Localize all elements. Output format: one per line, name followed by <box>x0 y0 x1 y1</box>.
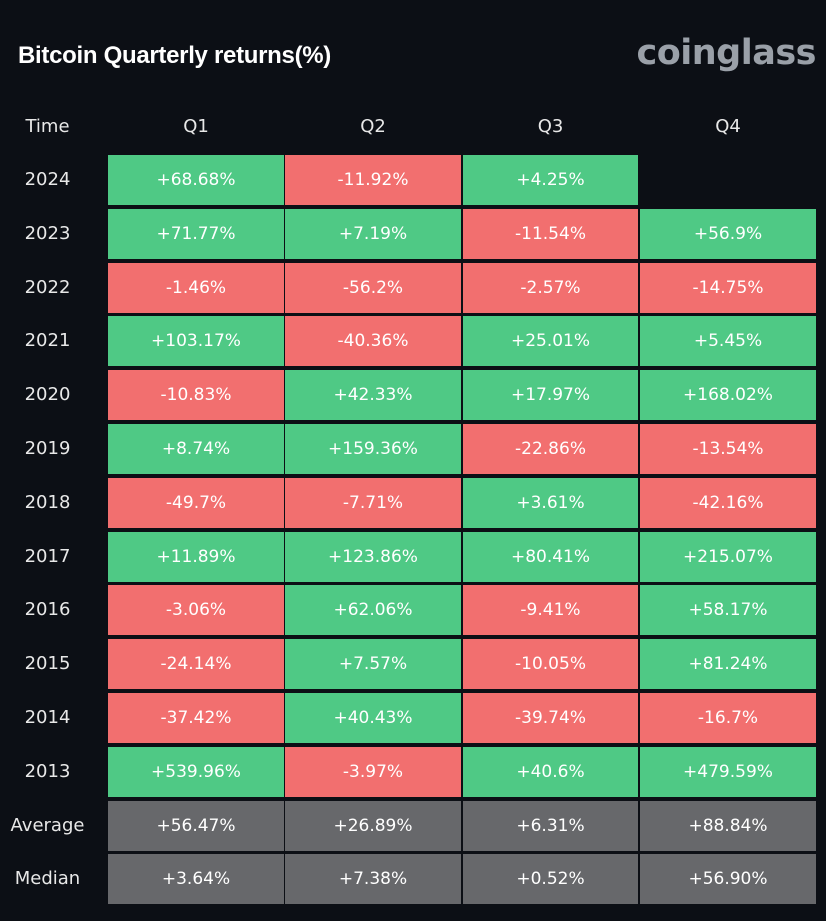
heatmap-cell: +25.01% <box>463 316 638 366</box>
heatmap-cell: +168.02% <box>640 370 816 420</box>
heatmap-cell: +215.07% <box>640 532 816 582</box>
summary-cell: +6.31% <box>463 801 638 851</box>
heatmap-cell: -2.57% <box>463 263 638 313</box>
heatmap-cell: -1.46% <box>108 263 284 313</box>
row-label: 2024 <box>24 169 71 190</box>
heatmap-cell: +479.59% <box>640 747 816 797</box>
header-q4: Q4 <box>715 116 741 137</box>
heatmap-cell: +3.61% <box>463 478 638 528</box>
heatmap-cell: +103.17% <box>108 316 284 366</box>
header-time: Time <box>25 116 70 137</box>
heatmap-cell: +4.25% <box>463 155 638 205</box>
heatmap-cell: -11.54% <box>463 209 638 259</box>
heatmap-cell: -7.71% <box>285 478 461 528</box>
header-q1: Q1 <box>183 116 209 137</box>
heatmap-cell: +7.57% <box>285 639 461 689</box>
row-label: 2016 <box>24 599 71 620</box>
header-q3: Q3 <box>537 116 564 137</box>
chart-title: Bitcoin Quarterly returns(%) <box>18 42 331 69</box>
summary-cell: +7.38% <box>285 854 461 904</box>
summary-cell: +88.84% <box>640 801 816 851</box>
coinglass-logo: coinglass <box>636 33 816 73</box>
row-label: 2015 <box>24 653 71 674</box>
heatmap-cell <box>640 155 816 205</box>
row-label: 2023 <box>24 223 71 244</box>
heatmap-cell: +62.06% <box>285 585 461 635</box>
heatmap-cell: -39.74% <box>463 693 638 743</box>
row-label: 2017 <box>24 546 71 567</box>
heatmap-cell: +539.96% <box>108 747 284 797</box>
heatmap-cell: -42.16% <box>640 478 816 528</box>
summary-cell: +26.89% <box>285 801 461 851</box>
heatmap-cell: +40.43% <box>285 693 461 743</box>
summary-cell: +56.90% <box>640 854 816 904</box>
heatmap-cell: +68.68% <box>108 155 284 205</box>
heatmap-cell: +11.89% <box>108 532 284 582</box>
heatmap-cell: -16.7% <box>640 693 816 743</box>
heatmap-cell: +81.24% <box>640 639 816 689</box>
heatmap-cell: -13.54% <box>640 424 816 474</box>
row-label: 2020 <box>24 384 71 405</box>
heatmap-cell: +56.9% <box>640 209 816 259</box>
heatmap-cell: -56.2% <box>285 263 461 313</box>
row-label: Average <box>10 815 85 836</box>
heatmap-cell: +159.36% <box>285 424 461 474</box>
header-q2: Q2 <box>360 116 386 137</box>
heatmap-cell: +58.17% <box>640 585 816 635</box>
heatmap-cell: +5.45% <box>640 316 816 366</box>
heatmap-cell: -9.41% <box>463 585 638 635</box>
heatmap-cell: -14.75% <box>640 263 816 313</box>
heatmap-cell: +42.33% <box>285 370 461 420</box>
heatmap-cell: -10.83% <box>108 370 284 420</box>
heatmap-cell: +71.77% <box>108 209 284 259</box>
heatmap-cell: -11.92% <box>285 155 461 205</box>
row-label: Median <box>14 868 81 889</box>
heatmap-cell: +17.97% <box>463 370 638 420</box>
heatmap-cell: -3.06% <box>108 585 284 635</box>
row-label: 2019 <box>24 438 71 459</box>
summary-cell: +0.52% <box>463 854 638 904</box>
heatmap-cell: -37.42% <box>108 693 284 743</box>
heatmap-cell: -3.97% <box>285 747 461 797</box>
row-label: 2018 <box>24 492 71 513</box>
row-label: 2021 <box>24 330 71 351</box>
heatmap-cell: +7.19% <box>285 209 461 259</box>
row-label: 2014 <box>24 707 71 728</box>
row-label: 2022 <box>24 277 71 298</box>
heatmap-cell: -40.36% <box>285 316 461 366</box>
heatmap-cell: -22.86% <box>463 424 638 474</box>
heatmap-cell: +80.41% <box>463 532 638 582</box>
heatmap-cell: +123.86% <box>285 532 461 582</box>
heatmap-cell: -24.14% <box>108 639 284 689</box>
heatmap-cell: +8.74% <box>108 424 284 474</box>
heatmap-cell: +40.6% <box>463 747 638 797</box>
row-label: 2013 <box>24 761 71 782</box>
heatmap-cell: -10.05% <box>463 639 638 689</box>
heatmap-cell: -49.7% <box>108 478 284 528</box>
summary-cell: +56.47% <box>108 801 284 851</box>
summary-cell: +3.64% <box>108 854 284 904</box>
